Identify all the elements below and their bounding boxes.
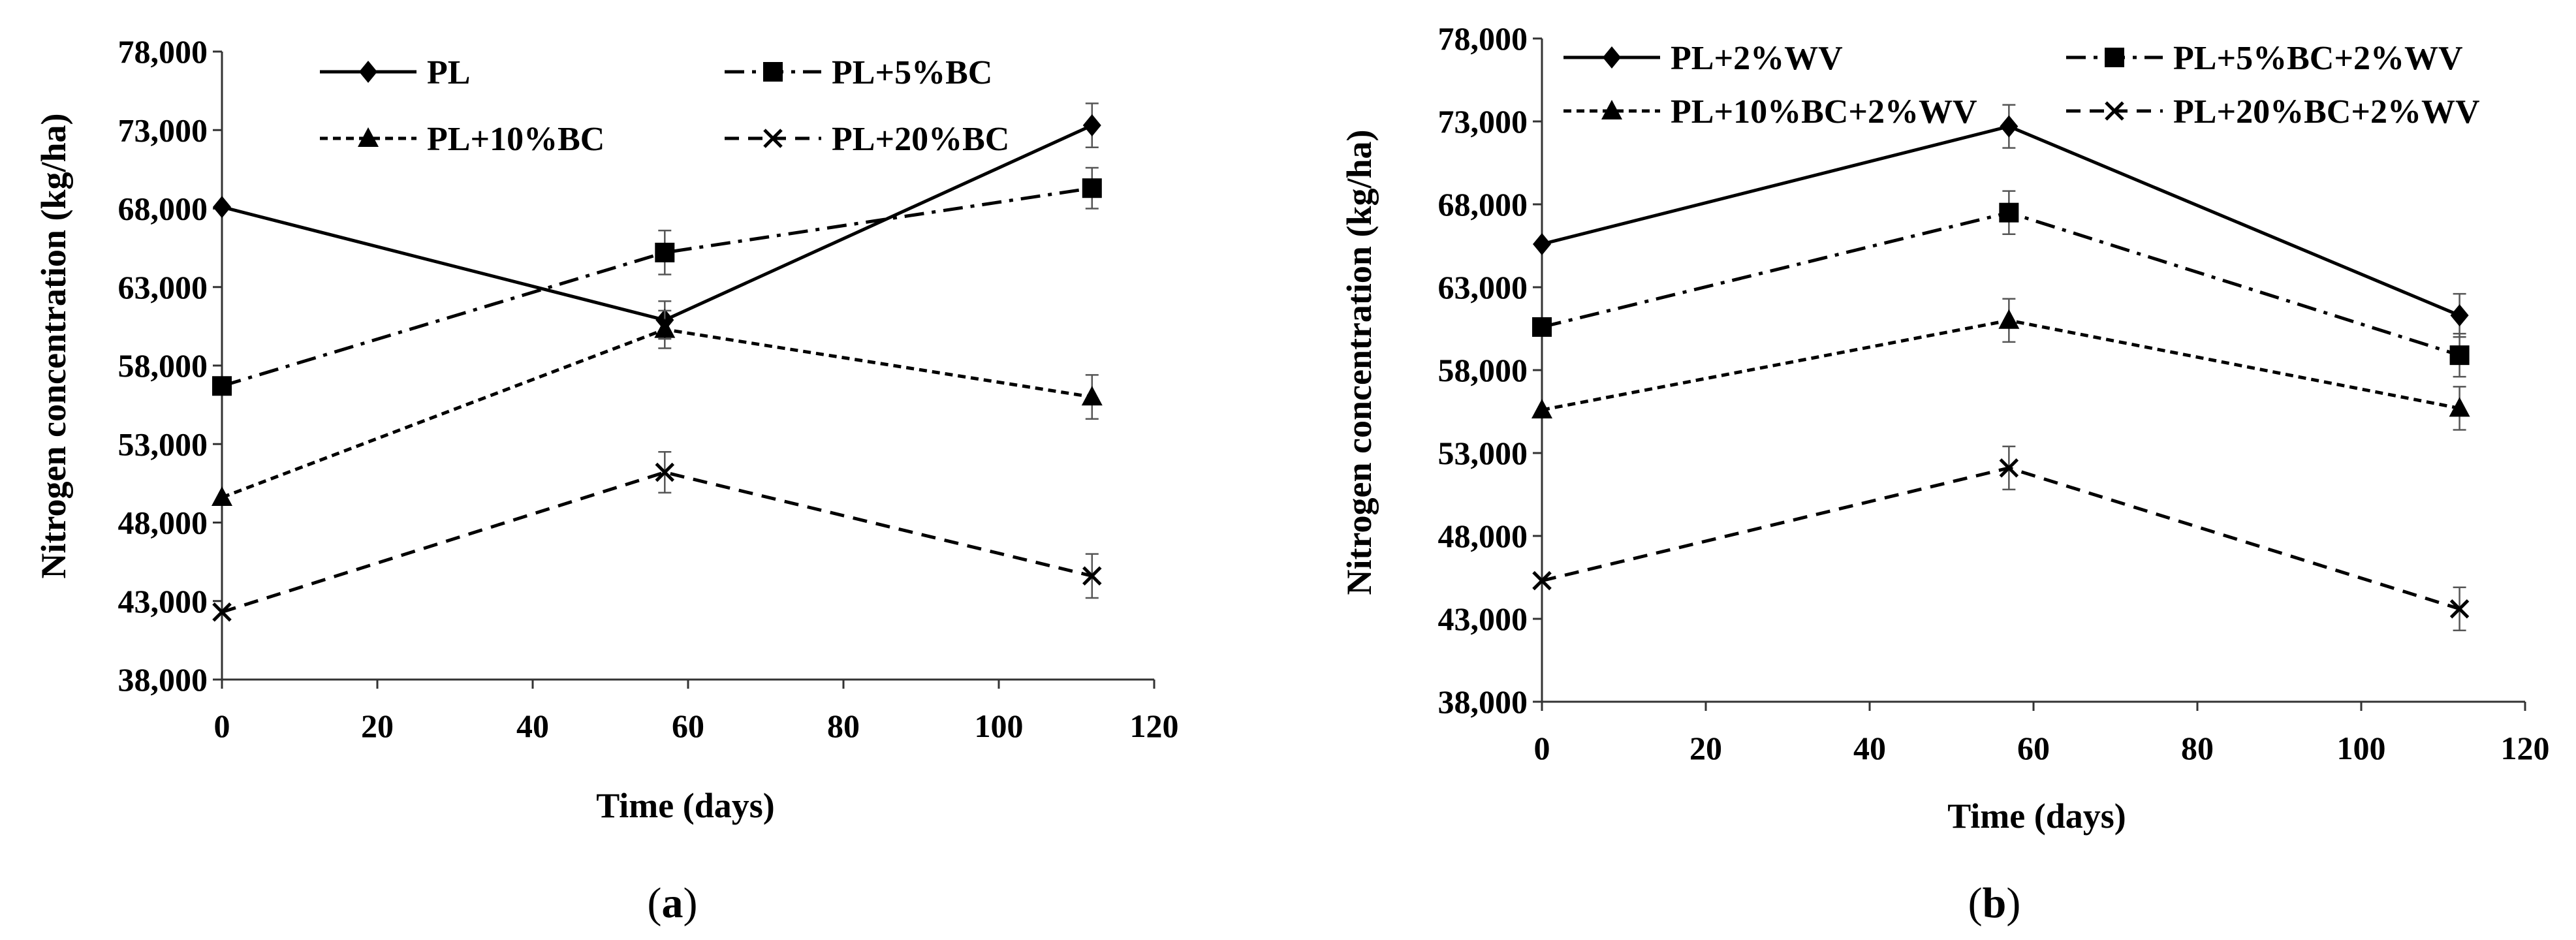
- panel-a-x-tick-label: 100: [975, 708, 1024, 744]
- panel-b-series-4-marker: [1999, 458, 2019, 478]
- panel-b-y-tick-label: 38,000: [1438, 683, 1528, 720]
- panel-a-y-tick-label: 58,000: [118, 347, 208, 384]
- panel-a-series-2-marker: [655, 242, 675, 262]
- panel-b-series-2-marker: [2449, 345, 2470, 366]
- panel-b-series-4-marker: [2449, 599, 2470, 619]
- panel-a-y-tick-label: 68,000: [118, 191, 208, 227]
- panel-a-series-2-legend-label: PL+5%BC: [832, 54, 992, 91]
- panel-b-series-2-marker: [1999, 202, 2019, 223]
- panel-b-x-tick-label: 100: [2337, 730, 2386, 766]
- panel-b-series-2-marker: [1532, 317, 1552, 337]
- panel-a-y-tick-label: 38,000: [118, 661, 208, 698]
- panel-b-y-axis-title: Nitrogen concentration (kg/ha): [1340, 130, 1379, 595]
- panel-b-x-tick-label: 0: [1534, 730, 1550, 766]
- panel-b-series-3-legend-label: PL+10%BC+2%WV: [1671, 93, 1977, 131]
- panel-a-y-axis-title: Nitrogen concentration (kg/ha): [34, 114, 73, 579]
- panel-a-plot-area: 38,000 43,000 48,000 53,000 58,000 63,000 68,0…: [118, 33, 1179, 744]
- panel-a-series-4-marker: [1082, 566, 1102, 586]
- panel-b-y-tick-label: 78,000: [1438, 20, 1528, 57]
- panel-a-series-4-marker: [212, 602, 232, 622]
- panel-a-series-1-marker: [1082, 114, 1101, 137]
- panel-a-series-2-marker: [212, 376, 232, 396]
- panel-b-y-tick-label: 63,000: [1438, 269, 1528, 306]
- panel-a-series-4-legend-swatch-marker: [763, 129, 783, 148]
- panel-b-series-2-line: [1541, 211, 2460, 357]
- panel-b-series-1-marker: [2000, 115, 2018, 138]
- panel-b-series-2-legend-label: PL+5%BC+2%WV: [2173, 40, 2463, 77]
- panel-b-y-tick-label: 53,000: [1438, 435, 1528, 471]
- panel-b-series-3-marker: [2449, 397, 2470, 417]
- panel-b-chart: 38,000 43,000 48,000 53,000 58,000 63,000 68,0…: [1340, 20, 2550, 927]
- panel-a-x-tick-label: 20: [361, 708, 394, 744]
- panel-b-series-1-legend-label: PL+2%WV: [1671, 40, 1843, 77]
- panel-b-series-4-legend-swatch-marker: [2105, 101, 2124, 121]
- panel-a-series-2-legend-swatch-marker: [763, 62, 783, 82]
- panel-a-y-tick-label: 53,000: [118, 426, 208, 462]
- panel-b-series-3-marker: [1531, 398, 1552, 418]
- panel-a-series-3-marker: [1081, 386, 1103, 406]
- panel-b-x-tick-label: 120: [2501, 730, 2550, 766]
- panel-b-series-3-marker: [1998, 309, 2020, 329]
- panel-a-x-tick-label: 80: [827, 708, 860, 744]
- panel-a-series-3-legend-label: PL+10%BC: [427, 121, 605, 158]
- panel-a-series-1-legend-label: PL: [427, 54, 470, 91]
- panel-b-series-3-line: [1541, 319, 2460, 412]
- panel-a-series-2-marker: [1082, 178, 1102, 198]
- panel-a-series-3-marker: [212, 486, 232, 507]
- panel-b-y-tick-label: 68,000: [1438, 186, 1528, 223]
- panel-a-y-tick-label: 43,000: [118, 583, 208, 619]
- panel-a-series-4-legend-label: PL+20%BC: [832, 121, 1009, 158]
- panel-b-series-4-line: [1541, 466, 2460, 611]
- panel-a-series-4-marker: [655, 462, 675, 482]
- panel-a-series-2-line: [221, 186, 1093, 388]
- panel-b-y-tick-label: 48,000: [1438, 518, 1528, 554]
- panel-a-series-3-marker: [654, 318, 676, 338]
- panel-b-plot-area: 38,000 43,000 48,000 53,000 58,000 63,000 68,0…: [1438, 20, 2550, 766]
- panel-b-x-axis-title: Time (days): [1947, 796, 2126, 836]
- panel-b-series-4-legend-label: PL+20%BC+2%WV: [2173, 93, 2480, 131]
- panel-a-y-tick-label: 63,000: [118, 269, 208, 306]
- panel-b-series-3-legend-swatch-marker: [1601, 100, 1622, 119]
- panel-b-x-tick-label: 60: [2017, 730, 2050, 766]
- panel-b-series-4-marker: [1532, 571, 1552, 591]
- panel-b-series-1-marker: [2450, 304, 2469, 327]
- panel-b-y-tick-label: 58,000: [1438, 352, 1528, 388]
- panel-a-x-tick-label: 120: [1130, 708, 1179, 744]
- panel-b-y-tick-label: 43,000: [1438, 601, 1528, 637]
- panel-a-x-tick-label: 40: [516, 708, 549, 744]
- panel-a-x-tick-label: 0: [214, 708, 230, 744]
- panel-a-x-tick-label: 60: [672, 708, 704, 744]
- panel-b-y-tick-label: 73,000: [1438, 103, 1528, 140]
- panel-a-series-3-line: [221, 328, 1093, 499]
- panel-b-x-tick-label: 40: [1853, 730, 1886, 766]
- panel-a-series-4-line: [221, 470, 1093, 614]
- panel-a-series-1-legend-swatch-marker: [359, 61, 377, 83]
- panel-b-series-2-legend-swatch-marker: [2105, 48, 2124, 67]
- panel-a-y-tick-label: 73,000: [118, 112, 208, 148]
- panel-a-label: (a): [648, 879, 698, 927]
- panel-b-series-1-legend-swatch-marker: [1603, 46, 1621, 69]
- panel-b-x-tick-label: 20: [1689, 730, 1722, 766]
- panel-a-x-axis-title: Time (days): [596, 786, 775, 825]
- panel-a-y-tick-label: 48,000: [118, 505, 208, 541]
- panel-a-series-1-marker: [213, 196, 231, 219]
- panel-a-series-3-legend-swatch-marker: [358, 127, 379, 147]
- panel-a-chart: 38,000 43,000 48,000 53,000 58,000 63,000 68,0…: [34, 33, 1179, 927]
- panel-b-label: (b): [1968, 879, 2021, 927]
- panel-b-x-tick-label: 80: [2181, 730, 2214, 766]
- panel-b-series-1-marker: [1533, 232, 1551, 255]
- panel-a-y-tick-label: 78,000: [118, 33, 208, 70]
